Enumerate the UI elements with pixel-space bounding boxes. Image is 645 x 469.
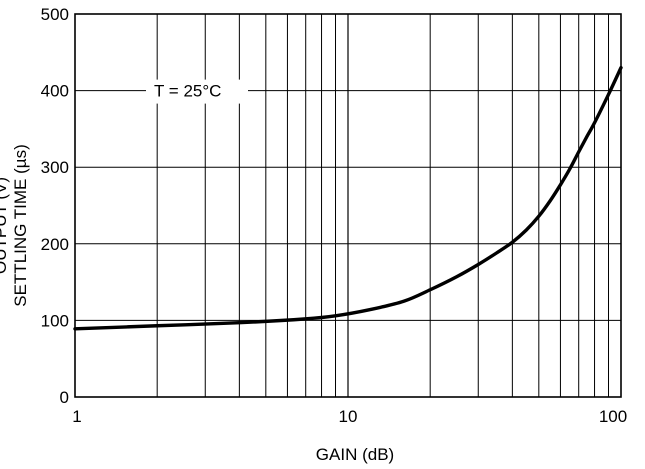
y-axis-label-clipped: OUTPUT (V) — [0, 177, 10, 274]
y-tick-label: 100 — [41, 311, 69, 330]
settling-time-curve — [73, 65, 623, 331]
plot-frame — [74, 13, 622, 398]
x-axis-label: GAIN (dB) — [316, 445, 394, 464]
y-axis-label: SETTLING TIME (µs) — [11, 144, 30, 307]
y-tick-label: 500 — [41, 5, 69, 24]
grid-lines — [75, 14, 621, 397]
tick-labels: 0 100 200 300 400 500 1 10 100 — [41, 5, 628, 426]
y-tick-label: 0 — [60, 388, 69, 407]
y-tick-label: 200 — [41, 235, 69, 254]
y-tick-label: 300 — [41, 158, 69, 177]
x-tick-label: 10 — [339, 407, 358, 426]
annotation-background — [146, 79, 248, 104]
x-tick-label: 1 — [72, 407, 81, 426]
temperature-annotation: T = 25°C — [154, 82, 221, 101]
x-tick-label: 100 — [599, 407, 627, 426]
y-tick-label: 400 — [41, 82, 69, 101]
